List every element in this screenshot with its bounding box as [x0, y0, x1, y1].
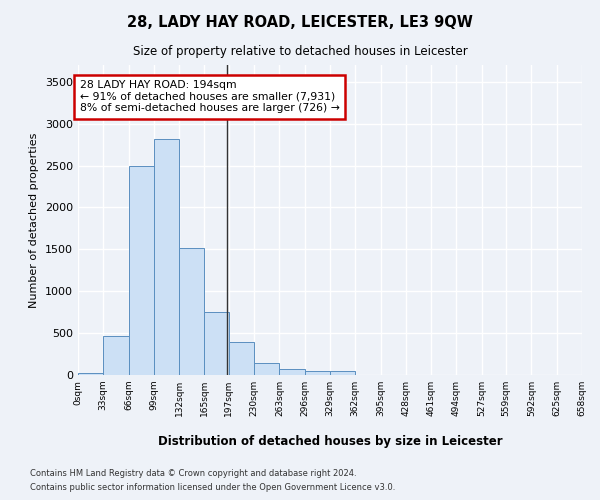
Bar	[103, 336, 128, 375]
Bar	[330, 371, 355, 375]
Y-axis label: Number of detached properties: Number of detached properties	[29, 132, 40, 308]
Text: Contains HM Land Registry data © Crown copyright and database right 2024.: Contains HM Land Registry data © Crown c…	[30, 468, 356, 477]
Text: 28 LADY HAY ROAD: 194sqm
← 91% of detached houses are smaller (7,931)
8% of semi: 28 LADY HAY ROAD: 194sqm ← 91% of detach…	[80, 80, 340, 114]
Bar	[229, 342, 254, 375]
Bar	[179, 248, 205, 375]
Bar	[78, 373, 103, 375]
Bar	[254, 364, 280, 375]
Text: Distribution of detached houses by size in Leicester: Distribution of detached houses by size …	[158, 435, 502, 448]
Bar	[280, 369, 305, 375]
Bar	[205, 312, 229, 375]
Text: Size of property relative to detached houses in Leicester: Size of property relative to detached ho…	[133, 45, 467, 58]
Bar	[154, 138, 179, 375]
Text: Contains public sector information licensed under the Open Government Licence v3: Contains public sector information licen…	[30, 484, 395, 492]
Bar	[305, 371, 330, 375]
Text: 28, LADY HAY ROAD, LEICESTER, LE3 9QW: 28, LADY HAY ROAD, LEICESTER, LE3 9QW	[127, 15, 473, 30]
Bar	[128, 166, 154, 375]
